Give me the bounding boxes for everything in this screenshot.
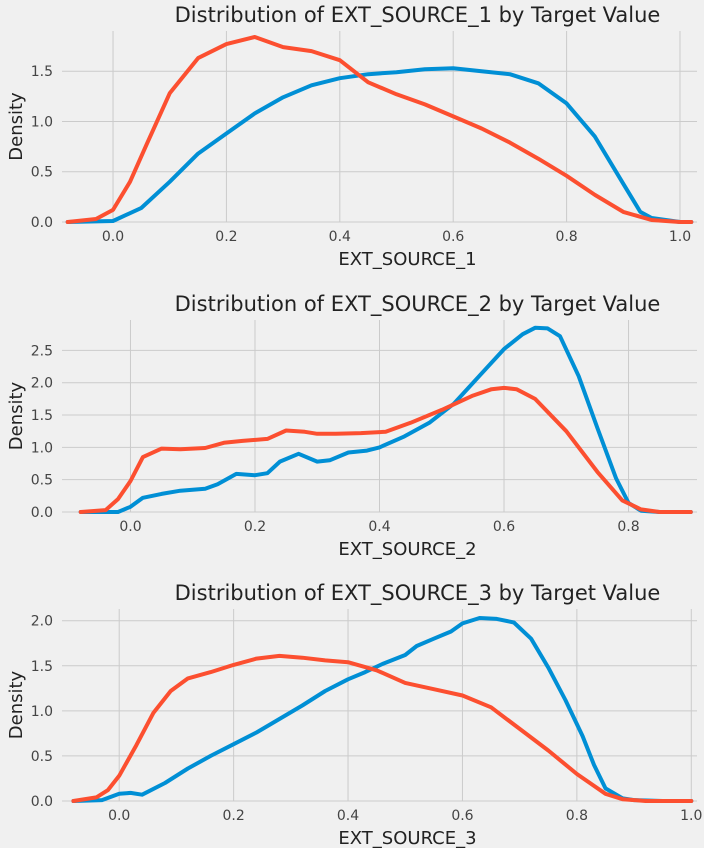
x-tick-label: 0.6 <box>442 229 464 245</box>
subplot-ext-source-2: Distribution of EXT_SOURCE_2 by Target V… <box>6 292 697 560</box>
y-tick-label: 0.0 <box>31 505 53 521</box>
subplot-ext-source-1: Distribution of EXT_SOURCE_1 by Target V… <box>6 3 697 270</box>
y-tick-label: 2.0 <box>31 614 53 630</box>
y-tick-label: 1.0 <box>31 704 53 720</box>
x-tick-label: 0.4 <box>368 519 390 535</box>
x-tick-label: 0.8 <box>566 808 588 824</box>
chart-title: Distribution of EXT_SOURCE_1 by Target V… <box>175 3 661 28</box>
y-tick-label: 2.5 <box>31 343 53 359</box>
grid <box>62 320 697 513</box>
x-tick-label: 1.0 <box>680 808 702 824</box>
y-tick-label: 0.0 <box>31 215 53 231</box>
x-tick-label: 0.2 <box>215 229 237 245</box>
x-tick-label: 0.6 <box>493 519 515 535</box>
grid <box>62 31 697 223</box>
y-axis-label: Density <box>6 670 27 739</box>
y-tick-label: 0.5 <box>31 473 53 489</box>
series-line-target-1 <box>65 35 694 224</box>
x-tick-label: 0.4 <box>329 229 351 245</box>
x-tick-label: 0.0 <box>119 519 141 535</box>
x-tick-label: 0.6 <box>451 808 473 824</box>
y-axis-label: Density <box>6 92 27 161</box>
y-axis-label: Density <box>6 381 27 450</box>
y-tick-label: 0.5 <box>31 749 53 765</box>
y-tick-label: 1.5 <box>31 408 53 424</box>
series-line-target-0 <box>78 325 693 514</box>
x-tick-label: 0.0 <box>102 229 124 245</box>
x-tick-label: 1.0 <box>669 229 691 245</box>
series-line-target-1 <box>71 653 694 803</box>
x-tick-label: 0.4 <box>337 808 359 824</box>
x-tick-label: 0.2 <box>222 808 244 824</box>
x-axis-label: EXT_SOURCE_3 <box>338 828 476 848</box>
y-tick-label: 1.5 <box>31 659 53 675</box>
x-tick-label: 0.8 <box>617 519 639 535</box>
x-tick-label: 0.8 <box>555 229 577 245</box>
x-tick-label: 0.0 <box>108 808 130 824</box>
y-tick-label: 0.5 <box>31 165 53 181</box>
series-line-target-0 <box>65 66 694 224</box>
series-line-target-0 <box>71 616 694 803</box>
series-line-target-1 <box>78 385 693 514</box>
y-tick-label: 2.0 <box>31 376 53 392</box>
chart-title: Distribution of EXT_SOURCE_3 by Target V… <box>175 581 661 606</box>
chart-title: Distribution of EXT_SOURCE_2 by Target V… <box>175 292 661 317</box>
y-tick-label: 1.5 <box>31 64 53 80</box>
x-tick-label: 0.2 <box>244 519 266 535</box>
y-tick-label: 0.0 <box>31 794 53 810</box>
x-axis-label: EXT_SOURCE_2 <box>338 539 476 560</box>
y-tick-label: 1.0 <box>31 114 53 130</box>
x-axis-label: EXT_SOURCE_1 <box>338 249 476 270</box>
subplot-ext-source-3: Distribution of EXT_SOURCE_3 by Target V… <box>6 581 702 848</box>
y-tick-label: 1.0 <box>31 440 53 456</box>
